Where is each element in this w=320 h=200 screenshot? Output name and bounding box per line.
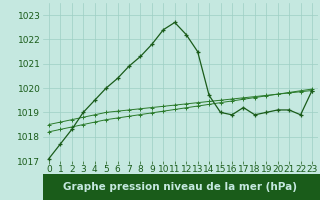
Text: Graphe pression niveau de la mer (hPa): Graphe pression niveau de la mer (hPa) [63, 182, 298, 192]
